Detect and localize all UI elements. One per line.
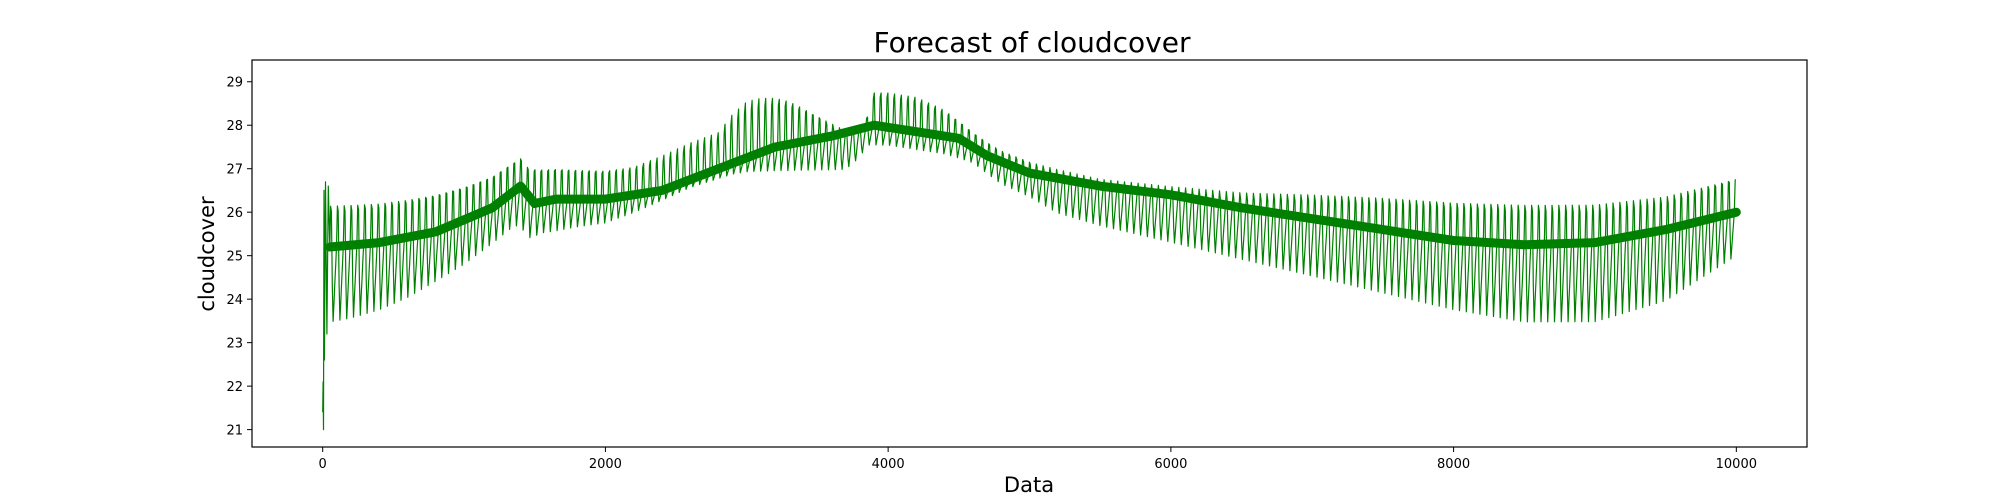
y-tick-label: 28 bbox=[226, 119, 243, 134]
x-tick-label: 8000 bbox=[1437, 457, 1470, 472]
y-tick-label: 24 bbox=[226, 293, 243, 308]
y-tick-label: 29 bbox=[226, 76, 243, 91]
x-tick-label: 0 bbox=[319, 457, 327, 472]
chart-title: Forecast of cloudcover bbox=[874, 26, 1191, 59]
x-axis: 0 2000 4000 6000 8000 10000 bbox=[319, 447, 1757, 472]
plot-frame bbox=[251, 59, 1808, 448]
series-dense-band-0 bbox=[325, 120, 1741, 252]
y-tick-label: 25 bbox=[226, 250, 243, 265]
series-line-0 bbox=[322, 92, 1737, 431]
y-tick-label: 21 bbox=[226, 424, 243, 439]
data-layer bbox=[322, 92, 1741, 431]
x-axis-label: Data bbox=[1004, 473, 1054, 497]
x-tick-label: 4000 bbox=[872, 457, 905, 472]
y-axis: 21 22 23 24 25 26 27 28 29 bbox=[226, 76, 252, 439]
x-tick-label: 6000 bbox=[1154, 457, 1187, 472]
y-tick-label: 27 bbox=[226, 163, 243, 178]
y-tick-label: 26 bbox=[226, 206, 243, 221]
y-tick-label: 23 bbox=[226, 337, 243, 352]
x-tick-label: 10000 bbox=[1716, 457, 1757, 472]
x-tick-label: 2000 bbox=[589, 457, 622, 472]
y-tick-label: 22 bbox=[226, 380, 243, 395]
y-axis-label: cloudcover bbox=[195, 196, 219, 312]
